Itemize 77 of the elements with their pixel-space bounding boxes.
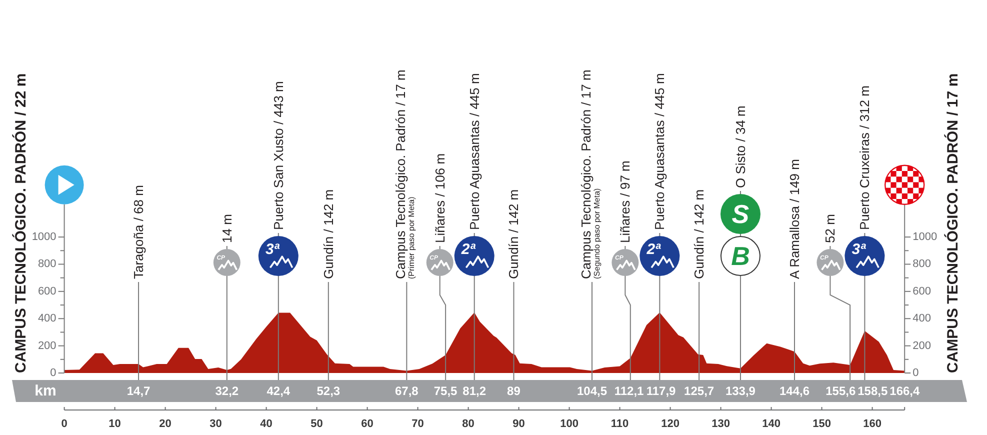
x2-tick-label: 166,4 <box>890 384 920 398</box>
annotation: 3ª <box>265 241 280 258</box>
ref-line-label: Liñares / 106 m <box>432 153 448 243</box>
x2-tick-label: 42,4 <box>266 384 290 398</box>
x-tick-label: 60 <box>361 418 374 430</box>
mountain-icon: 3ª <box>258 236 298 276</box>
x-tick-label: 10 <box>108 418 121 430</box>
ref-line-label: Puerto Aguasantas / 445 m <box>652 73 668 230</box>
x2-tick-label: 67,8 <box>395 384 419 398</box>
x-tick-label: 0 <box>61 418 68 430</box>
annotation: S <box>732 199 750 229</box>
y-axis-title: CAMPUS TECNOLÓGICO. PADRÓN / 22 m <box>12 73 30 373</box>
x2-tick-label: 112,1 <box>614 384 644 398</box>
y-tick-label: 1000 <box>32 231 56 244</box>
text: 158,5 <box>858 384 888 398</box>
y2-axis-title: CAMPUS TECNOLÓGICO. PADRÓN / 17 m <box>944 73 962 373</box>
y2-tick-label: 400 <box>912 312 931 325</box>
x2-tick-label: 104,5 <box>576 384 608 398</box>
x2-axis-title: km <box>34 382 56 400</box>
x-tick-label: 110 <box>610 418 629 430</box>
ref-line-label: A Ramallosa / 149 m <box>787 159 802 279</box>
x-tick-label: 90 <box>512 418 525 430</box>
x2-tick-label: 14,7 <box>126 384 151 398</box>
mountain-icon: 2ª <box>640 236 680 276</box>
x2-tick-label: 81,2 <box>462 384 486 398</box>
ref-line-label: Puerto San Xusto / 443 m <box>270 81 286 230</box>
annotation: 2ª <box>460 241 476 258</box>
ref-line-label: Taragoña / 68 m <box>131 185 146 279</box>
y2-tick-label: 200 <box>912 340 931 352</box>
y2-tick-label: 1000 <box>912 231 938 244</box>
x-tick-label: 70 <box>412 418 424 430</box>
text: 155,6 <box>826 384 856 398</box>
x-tick-label: 120 <box>661 418 680 430</box>
x-tick-label: 140 <box>762 418 780 430</box>
ref-line-label: Campus Tecnológico. Padrón / 17 m (Segundo paso por Meta) <box>578 70 602 279</box>
y-tick-label: 0 <box>50 367 56 379</box>
mountain-icon: 2ª <box>454 236 494 276</box>
x2-tick-label: 75,5 <box>434 384 458 398</box>
ref-line-label: Gundín / 142 m <box>506 189 522 279</box>
x-tick-label: 20 <box>159 418 172 430</box>
ref-line-label: O Sisto / 34 m <box>732 106 748 188</box>
x2-tick-label: 117,9 <box>646 384 676 398</box>
ref-line-label: 14 m <box>219 214 234 243</box>
ref-line-label: Puerto Aguasantas / 445 m <box>466 73 482 230</box>
x2-tick-label: 52,3 <box>316 384 340 398</box>
letter-circle-icon: S <box>720 194 760 234</box>
ref-line-label: Gundín / 142 m <box>692 189 707 279</box>
x2-tick-label: 125,7 <box>684 384 714 398</box>
ref-line-label: Campus Tecnológico. Padrón / 17 m (Primer paso por Meta) <box>393 70 416 279</box>
annotation: 2ª <box>646 241 662 258</box>
x2-tick-label: 32,2 <box>215 384 239 398</box>
annotation: 3ª <box>852 241 866 258</box>
y-tick-label: 200 <box>38 340 56 352</box>
x-tick-label: 100 <box>560 418 578 430</box>
x-tick-label: 160 <box>863 418 882 430</box>
ref-line-label: 52 m <box>822 214 838 243</box>
ref-line-label: Gundín / 142 m <box>320 189 336 279</box>
y2-tick-label: 800 <box>912 258 931 270</box>
annotation: B <box>731 241 750 271</box>
x-tick-label: 30 <box>210 418 222 430</box>
x2-tick-label: 89 <box>507 384 521 398</box>
x-tick-label: 40 <box>260 418 272 430</box>
x-tick-label: 80 <box>462 418 474 430</box>
x2-tick-label: 133,9 <box>725 384 756 398</box>
y-tick-label: 400 <box>38 312 56 325</box>
ref-line-label: Liñares / 97 m <box>618 160 633 243</box>
x-tick-label: 150 <box>812 418 831 430</box>
mountain-icon: 3ª <box>844 236 885 276</box>
y2-tick-label: 600 <box>912 285 931 298</box>
x-tick-label: 50 <box>310 418 323 430</box>
ref-line-label: Puerto Cruxeiras / 312 m <box>857 85 872 230</box>
y2-tick-label: 0 <box>912 367 919 379</box>
x-tick-label: 130 <box>712 418 730 430</box>
letter-circle-icon: B <box>720 236 760 276</box>
x2-tick-label: 144,6 <box>779 384 810 398</box>
y-tick-label: 800 <box>38 258 56 270</box>
y-tick-label: 600 <box>38 285 56 298</box>
